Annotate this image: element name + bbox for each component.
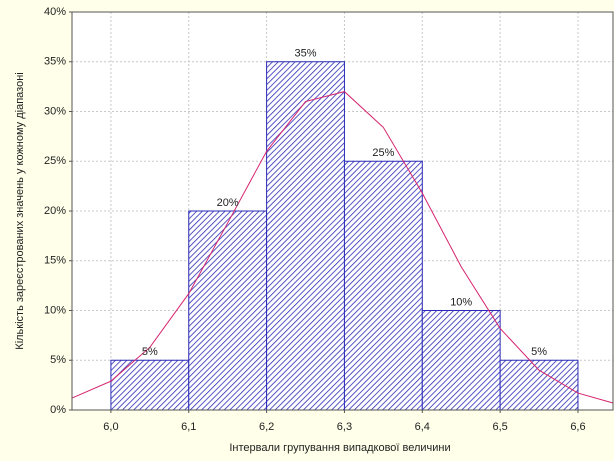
x-tick-label: 6,4 — [415, 421, 430, 433]
x-tick-label: 6,0 — [103, 421, 118, 433]
y-tick-label: 20% — [44, 205, 66, 217]
y-tick-label: 10% — [44, 304, 66, 316]
x-tick-label: 6,3 — [337, 421, 352, 433]
y-tick-label: 0% — [50, 404, 66, 416]
fit-curve — [71, 91, 614, 404]
value-label: 25% — [372, 147, 394, 159]
bar — [421, 310, 501, 411]
x-tick-label: 6,2 — [259, 421, 274, 433]
bar — [110, 359, 190, 411]
bar — [188, 210, 268, 411]
x-tick-label: 6,6 — [570, 421, 585, 433]
y-axis-label: Кількість зареєстрованих значень у кожно… — [14, 72, 26, 349]
bar — [499, 359, 579, 411]
bar — [266, 61, 345, 411]
y-tick-label: 30% — [44, 105, 66, 117]
y-tick-label: 25% — [44, 155, 66, 167]
y-tick-label: 5% — [50, 354, 66, 366]
x-axis-label: Інтервали групування випадкової величини — [229, 442, 450, 454]
value-label: 5% — [142, 346, 158, 358]
value-label: 20% — [217, 197, 239, 209]
y-tick-label: 40% — [44, 6, 66, 18]
value-label: 10% — [450, 296, 472, 308]
value-label: 35% — [295, 48, 317, 60]
y-tick-label: 15% — [44, 255, 66, 267]
value-label: 5% — [531, 346, 547, 358]
bar — [343, 160, 423, 411]
x-tick-label: 6,5 — [492, 421, 507, 433]
y-tick-label: 35% — [44, 56, 66, 68]
x-tick-label: 6,1 — [181, 421, 196, 433]
